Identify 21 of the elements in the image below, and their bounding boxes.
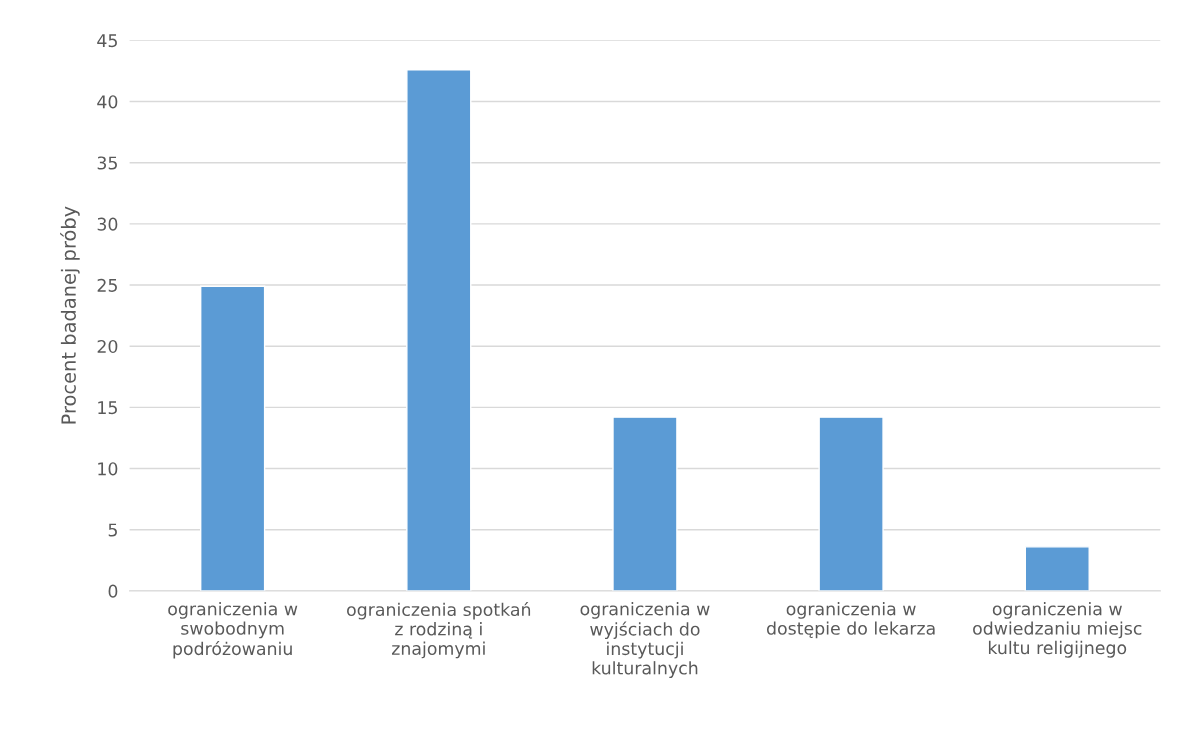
y-tick-label: 15 — [98, 401, 117, 415]
x-tick-label: ograniczenia w wyjściach do instytucji kulturalnych — [580, 601, 710, 678]
bar — [406, 69, 472, 591]
y-tick-label: 5 — [108, 523, 117, 537]
x-tick-label: ograniczenia w dostępie do lekarza — [766, 601, 935, 639]
bar — [612, 416, 678, 591]
y-tick-label: 10 — [98, 462, 118, 476]
y-tick-label: 0 — [108, 584, 118, 598]
y-tick-label: 30 — [97, 217, 118, 231]
y-tick-label: 20 — [97, 339, 118, 354]
x-tick-label: ograniczenia w odwiedzaniu miejsc kultu religijnego — [973, 601, 1142, 658]
bar — [1024, 546, 1090, 591]
bar — [818, 416, 884, 591]
y-tick-label: 45 — [97, 34, 117, 48]
y-tick-label: 35 — [97, 156, 117, 170]
y-tick-label: 25 — [97, 278, 117, 292]
bar — [200, 285, 266, 591]
y-axis-title: Procent badanej próby — [60, 206, 80, 424]
y-tick-label: 40 — [97, 95, 118, 109]
x-tick-label: ograniczenia spotkań z rodziną i znajomymi — [347, 601, 531, 659]
x-tick-label: ograniczenia w swobodnym podróżowaniu — [168, 601, 298, 659]
